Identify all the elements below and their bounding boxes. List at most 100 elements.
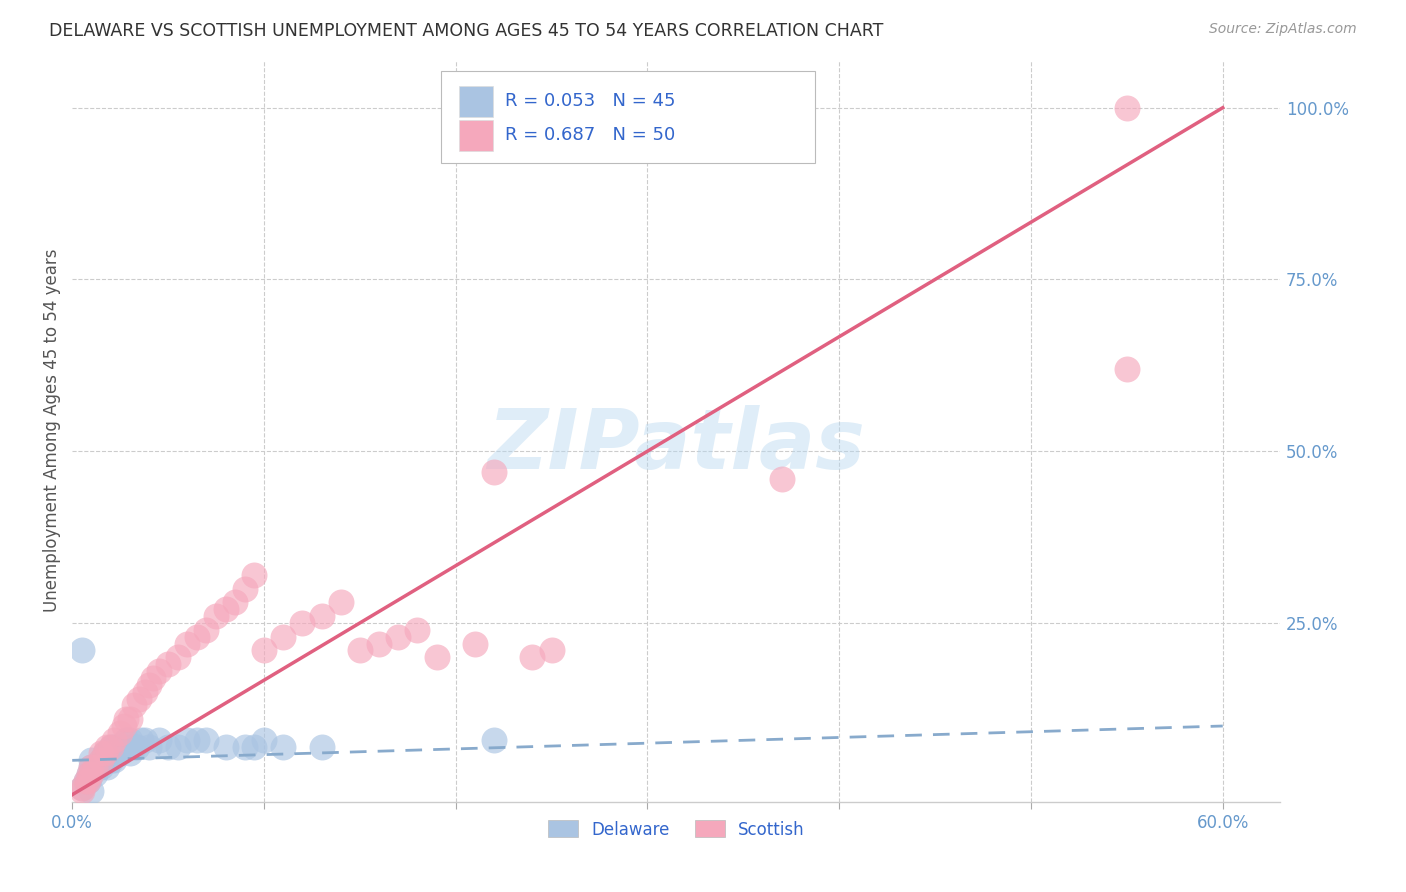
Point	[770, 472, 793, 486]
Point	[148, 732, 170, 747]
Point	[108, 739, 131, 754]
Point	[129, 732, 152, 747]
Point	[80, 760, 103, 774]
Point	[86, 760, 108, 774]
Point	[186, 630, 208, 644]
Bar	[458, 86, 492, 117]
Point	[271, 630, 294, 644]
Point	[138, 739, 160, 754]
Point	[311, 739, 333, 754]
Point	[90, 747, 112, 761]
Point	[138, 678, 160, 692]
Point	[90, 760, 112, 774]
Point	[70, 784, 93, 798]
Point	[79, 767, 101, 781]
Y-axis label: Unemployment Among Ages 45 to 54 years: Unemployment Among Ages 45 to 54 years	[44, 249, 60, 612]
Text: DELAWARE VS SCOTTISH UNEMPLOYMENT AMONG AGES 45 TO 54 YEARS CORRELATION CHART: DELAWARE VS SCOTTISH UNEMPLOYMENT AMONG …	[49, 22, 883, 40]
Point	[103, 732, 125, 747]
Point	[80, 760, 103, 774]
Point	[118, 712, 141, 726]
Point	[195, 623, 218, 637]
Text: Source: ZipAtlas.com: Source: ZipAtlas.com	[1209, 22, 1357, 37]
Point	[103, 753, 125, 767]
Point	[115, 712, 138, 726]
Point	[243, 567, 266, 582]
Point	[90, 753, 112, 767]
Point	[80, 784, 103, 798]
Point	[148, 664, 170, 678]
Point	[349, 643, 371, 657]
Text: R = 0.687   N = 50: R = 0.687 N = 50	[505, 127, 675, 145]
Point	[115, 732, 138, 747]
Point	[387, 630, 409, 644]
Point	[118, 732, 141, 747]
Point	[134, 684, 156, 698]
Point	[214, 739, 236, 754]
Point	[100, 753, 122, 767]
Point	[770, 101, 793, 115]
Point	[329, 595, 352, 609]
Point	[271, 739, 294, 754]
Point	[91, 753, 114, 767]
Point	[253, 732, 276, 747]
Point	[134, 732, 156, 747]
Point	[291, 615, 314, 630]
Point	[76, 774, 98, 789]
Point	[253, 643, 276, 657]
Point	[214, 602, 236, 616]
Point	[112, 719, 135, 733]
Point	[425, 650, 447, 665]
Point	[482, 732, 505, 747]
Point	[311, 609, 333, 624]
Point	[96, 739, 118, 754]
Point	[233, 582, 256, 596]
Point	[96, 747, 118, 761]
Text: ZIPatlas: ZIPatlas	[488, 405, 865, 486]
Point	[108, 747, 131, 761]
Point	[142, 671, 165, 685]
Point	[205, 609, 228, 624]
Point	[522, 650, 544, 665]
Point	[80, 753, 103, 767]
Point	[157, 657, 180, 672]
Point	[70, 643, 93, 657]
Point	[224, 595, 246, 609]
Point	[75, 774, 97, 789]
Text: R = 0.053   N = 45: R = 0.053 N = 45	[505, 92, 675, 110]
Legend: Delaware, Scottish: Delaware, Scottish	[541, 814, 811, 846]
Point	[75, 774, 97, 789]
Point	[176, 636, 198, 650]
Point	[406, 623, 429, 637]
Point	[195, 732, 218, 747]
Point	[80, 767, 103, 781]
Point	[84, 760, 107, 774]
Point	[166, 739, 188, 754]
Point	[70, 780, 93, 795]
Point	[186, 732, 208, 747]
Point	[233, 739, 256, 754]
Point	[79, 767, 101, 781]
Point	[540, 643, 562, 657]
Point	[94, 747, 117, 761]
Point	[70, 780, 93, 795]
Point	[122, 739, 145, 754]
Point	[76, 774, 98, 789]
Point	[112, 739, 135, 754]
Point	[94, 747, 117, 761]
Point	[80, 767, 103, 781]
Point	[122, 698, 145, 713]
Point	[464, 636, 486, 650]
Point	[100, 739, 122, 754]
Point	[1115, 361, 1137, 376]
Point	[100, 739, 122, 754]
Point	[482, 465, 505, 479]
Point	[128, 691, 150, 706]
Point	[108, 726, 131, 740]
Bar	[458, 120, 492, 151]
Point	[103, 739, 125, 754]
FancyBboxPatch shape	[440, 70, 815, 163]
Point	[96, 760, 118, 774]
Point	[1115, 101, 1137, 115]
Point	[84, 767, 107, 781]
Point	[127, 739, 149, 754]
